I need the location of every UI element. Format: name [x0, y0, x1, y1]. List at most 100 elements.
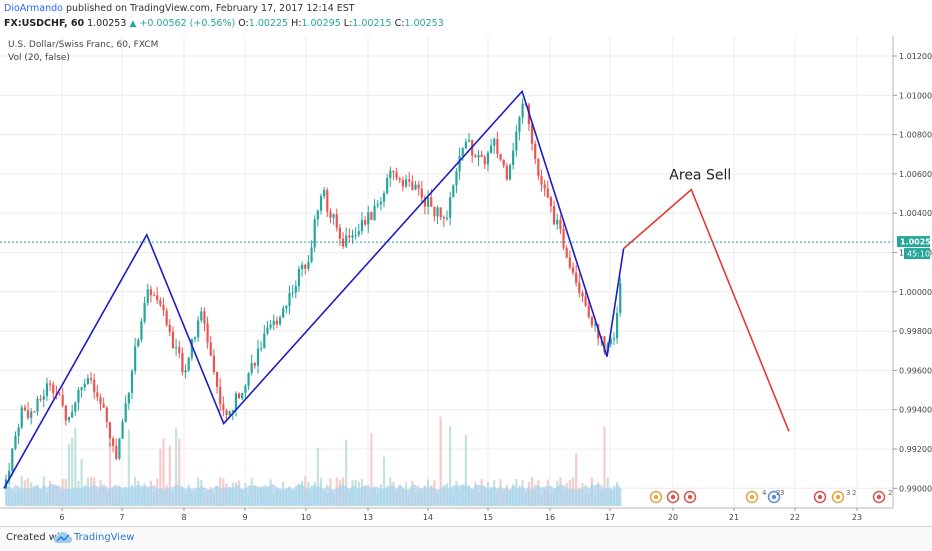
time-tick-label: 13 [363, 513, 373, 522]
candle-body [42, 396, 45, 400]
candle-body [411, 181, 414, 190]
candle-body [30, 411, 33, 418]
candle-body [590, 317, 593, 326]
candle-body [159, 300, 162, 306]
economic-event-dot [817, 494, 823, 500]
candle-body [238, 393, 241, 399]
candle-body [370, 212, 373, 220]
price-tag: 1.00253 45:10 [897, 236, 932, 260]
high-value: 1.00295 [301, 18, 341, 29]
candle-body [427, 197, 430, 207]
low-label: L: [343, 18, 353, 29]
volume-average-area [6, 484, 621, 506]
candle-body [80, 387, 83, 391]
candle-body [175, 347, 178, 349]
candle-body [603, 336, 606, 353]
candle-body [345, 235, 348, 247]
tradingview-cloud-icon [54, 532, 72, 543]
candle-body [197, 320, 200, 338]
economic-event-dot [687, 494, 693, 500]
price-axis[interactable]: 1.01200 1.01000 1.00800 1.00600 1.00400 1.002… [892, 36, 932, 508]
economic-event-dot [876, 494, 882, 500]
candle-body [392, 170, 395, 173]
chart-header: DioArmando published on TradingView.com,… [0, 0, 932, 36]
candle-body [581, 293, 584, 297]
pattern-lines [3, 89, 790, 489]
up-arrow-icon: ▲ [129, 19, 137, 29]
volume-bar [67, 444, 71, 506]
candle-body [616, 312, 619, 339]
candle-body [99, 397, 102, 404]
candle-body [61, 395, 64, 406]
tradingview-brand[interactable]: TradingView [74, 532, 135, 543]
candle-body [184, 370, 187, 373]
candle-body [96, 392, 99, 398]
candle-body [212, 355, 215, 372]
volume-bar [74, 427, 77, 506]
time-tick-label: 21 [729, 513, 739, 522]
candle-body [553, 206, 556, 225]
candle-body [486, 152, 490, 165]
candle-body [578, 282, 581, 294]
candle-body [49, 383, 52, 385]
event-count-label: 2 [888, 489, 892, 497]
candle-body [130, 371, 134, 393]
candle-body [373, 205, 376, 220]
volume-bar [382, 456, 386, 506]
publish-line: DioArmando published on TradingView.com,… [4, 3, 355, 14]
author-link[interactable]: DioArmando [4, 3, 63, 14]
time-tick-label: 23 [852, 513, 862, 522]
candle-body [118, 438, 121, 459]
volume-bar [175, 428, 178, 506]
candle-body [515, 131, 518, 151]
candle-body [112, 438, 115, 446]
volume-bar [108, 442, 112, 506]
candle-body [474, 155, 477, 158]
candle-body [307, 261, 310, 269]
candle-body [250, 363, 253, 373]
candle-body [483, 156, 486, 165]
candle-body [26, 410, 30, 418]
candle-body [351, 235, 354, 238]
candle-body [143, 302, 146, 322]
candle-body [288, 293, 291, 306]
candle-body [200, 311, 203, 321]
time-axis[interactable]: 6 7 8 9 10 13 14 15 16 17 20 21 22 23 [0, 507, 893, 522]
price-tick-label: 1.01000 [899, 91, 932, 100]
candle-body [266, 327, 269, 334]
candle-body [449, 197, 452, 218]
candle-body [467, 140, 471, 142]
volume-bar [439, 416, 442, 506]
time-tick-label: 9 [242, 513, 247, 522]
candle-body [23, 407, 26, 411]
candle-body [546, 188, 549, 198]
sell-projection-line [623, 188, 790, 432]
candle-body [433, 206, 436, 217]
price-tick-label: 1.00600 [899, 170, 932, 179]
close-value: 1.00253 [404, 18, 444, 29]
high-label: H: [291, 18, 302, 29]
candle-body [14, 435, 17, 449]
candle-body [108, 421, 112, 439]
candle-body [540, 176, 543, 185]
candle-body [74, 402, 77, 412]
candle-body [71, 411, 74, 418]
last-price: 1.00253 [87, 18, 127, 29]
candle-body [490, 145, 493, 153]
candle-body [319, 196, 323, 211]
candle-body [291, 292, 294, 294]
candle-body [332, 214, 335, 218]
candle-body [575, 272, 578, 283]
volume-bar [162, 438, 165, 506]
candle-body [121, 421, 124, 439]
candle-body [461, 148, 464, 156]
volume-bar [345, 439, 348, 506]
candle-body [477, 154, 480, 158]
candle-body [140, 321, 143, 340]
volume-bar [449, 426, 452, 506]
candle-body [52, 384, 55, 394]
grid-lines [0, 36, 893, 508]
